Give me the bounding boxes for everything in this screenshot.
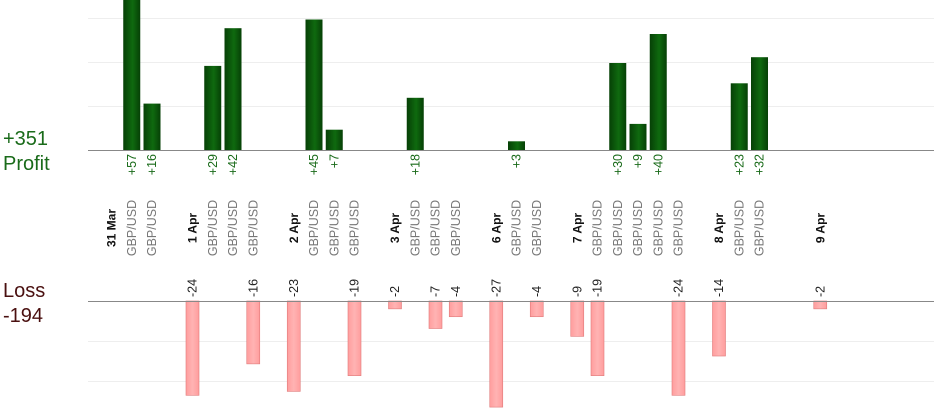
loss-value-label: -14 (712, 279, 726, 297)
pair-label: GBP/USD (611, 200, 625, 256)
loss-bar (489, 300, 504, 408)
profit-value-label: +57 (125, 154, 139, 175)
loss-bar (448, 300, 463, 318)
loss-value-label: -24 (672, 279, 686, 297)
profit-bar (629, 123, 647, 150)
profit-value-label: +32 (753, 154, 767, 175)
loss-bar (185, 300, 200, 396)
loss-value-label: -19 (348, 279, 362, 297)
loss-bar (570, 300, 585, 337)
loss-value-label: -2 (813, 286, 827, 297)
pair-label: GBP/USD (651, 200, 665, 256)
pair-label: GBP/USD (327, 200, 341, 256)
profit-bar (204, 65, 222, 150)
loss-bar (246, 300, 261, 365)
date-label: 3 Apr (388, 213, 402, 244)
profit-bar (325, 129, 343, 150)
profit-value-label: +40 (651, 154, 665, 175)
date-label: 7 Apr (570, 213, 584, 244)
date-label: 1 Apr (186, 213, 200, 244)
profit-value-label: +16 (145, 154, 159, 175)
loss-value-label: -24 (186, 279, 200, 297)
loss-value-label: -9 (570, 286, 584, 297)
pair-label: GBP/USD (510, 200, 524, 256)
profit-total: +351 (3, 128, 49, 150)
pair-label: GBP/USD (530, 200, 544, 256)
loss-bar (590, 300, 605, 376)
loss-value-label: -16 (246, 279, 260, 297)
date-label: 31 Mar (105, 209, 119, 247)
date-label: 2 Apr (287, 213, 301, 244)
pair-label: GBP/USD (672, 200, 686, 256)
profit-value-label: +7 (327, 154, 341, 168)
profit-bar (730, 83, 748, 150)
loss-value-label: -27 (489, 279, 503, 297)
profit-bar (751, 57, 768, 151)
profit-value-label: +29 (206, 154, 220, 175)
loss-bar (813, 300, 828, 310)
profit-bar (123, 0, 141, 151)
pair-label: GBP/USD (307, 200, 321, 256)
profit-bar (406, 97, 424, 150)
profit-bar (649, 34, 667, 150)
loss-bar (388, 300, 402, 310)
pair-label: GBP/USD (246, 200, 260, 256)
pair-label: GBP/USD (408, 200, 422, 256)
pair-label: GBP/USD (206, 200, 220, 256)
date-label: 8 Apr (712, 213, 726, 244)
profit-value-label: +45 (307, 154, 321, 175)
profit-value-label: +9 (631, 154, 645, 168)
loss-total: -194 (3, 305, 44, 327)
profit-bar (305, 19, 323, 150)
loss-bar (671, 300, 686, 396)
pair-label: GBP/USD (591, 200, 605, 256)
loss-bar (712, 300, 726, 357)
profit-value-label: +23 (732, 154, 746, 175)
loss-bar (529, 300, 544, 318)
loss-value-label: -19 (591, 279, 605, 297)
profit-bar (224, 28, 242, 151)
pair-label: GBP/USD (732, 200, 746, 256)
pair-label: GBP/USD (449, 200, 463, 256)
loss-value-label: -23 (287, 279, 301, 297)
profit-bar (508, 141, 525, 150)
loss-value-label: -2 (388, 286, 402, 297)
profit-value-label: +18 (408, 154, 422, 175)
pair-label: GBP/USD (429, 200, 443, 256)
profit-value-label: +30 (611, 154, 625, 175)
loss-value-label: -7 (429, 286, 443, 297)
loss-value-label: -4 (530, 286, 544, 297)
pair-label: GBP/USD (631, 200, 645, 256)
profit-bar (609, 63, 627, 150)
pair-label: GBP/USD (753, 200, 767, 256)
loss-bar (286, 300, 301, 392)
profit-bar (143, 103, 161, 150)
date-label: 9 Apr (813, 213, 827, 244)
loss-label: Loss (3, 280, 46, 302)
pair-label: GBP/USD (226, 200, 240, 256)
date-label: 6 Apr (489, 213, 503, 244)
profit-label: Profit (3, 153, 50, 175)
profit-value-label: +3 (510, 154, 524, 168)
loss-bar (347, 300, 362, 376)
loss-bar (428, 300, 443, 329)
pair-label: GBP/USD (125, 200, 139, 256)
profit-value-label: +42 (226, 154, 240, 175)
pair-label: GBP/USD (348, 200, 362, 256)
loss-value-label: -4 (449, 286, 463, 297)
pair-label: GBP/USD (145, 200, 159, 256)
